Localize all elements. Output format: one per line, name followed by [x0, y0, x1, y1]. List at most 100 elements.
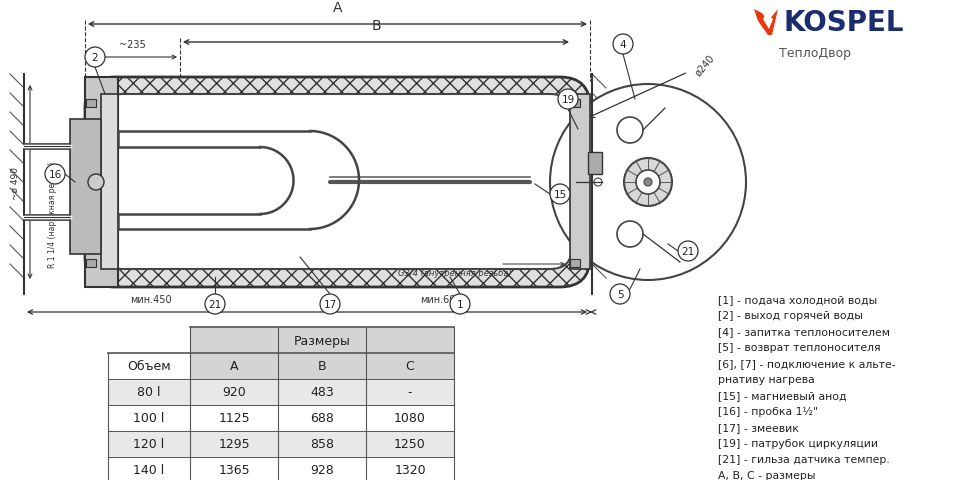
Bar — [190, 379, 278, 405]
Text: 920: 920 — [222, 386, 246, 399]
Text: -: - — [408, 386, 412, 399]
Bar — [86, 100, 96, 108]
Text: 1: 1 — [456, 300, 463, 309]
Text: 1080: 1080 — [394, 412, 426, 425]
Text: ~235: ~235 — [119, 40, 146, 50]
Circle shape — [678, 241, 698, 262]
Text: [16] - пробка 1½": [16] - пробка 1½" — [718, 406, 818, 416]
Text: Размеры: Размеры — [293, 334, 350, 347]
Text: ТеплоДвор: ТеплоДвор — [779, 48, 851, 60]
Text: A: A — [230, 360, 238, 373]
Circle shape — [636, 171, 660, 194]
Circle shape — [550, 185, 570, 204]
Circle shape — [610, 285, 630, 304]
Bar — [108, 327, 190, 353]
Text: мин.450: мин.450 — [130, 294, 172, 304]
Bar — [570, 95, 590, 269]
Bar — [190, 431, 278, 457]
Circle shape — [644, 179, 652, 187]
Text: 21: 21 — [682, 247, 694, 256]
Text: А: А — [333, 1, 342, 15]
Bar — [278, 457, 366, 480]
Text: 15: 15 — [553, 190, 567, 200]
Text: [19] - патрубок циркуляции: [19] - патрубок циркуляции — [718, 438, 878, 448]
Circle shape — [320, 294, 340, 314]
Circle shape — [85, 48, 105, 68]
Text: ~ø 490: ~ø 490 — [11, 166, 19, 199]
Bar — [278, 431, 366, 457]
Circle shape — [613, 35, 633, 55]
Text: [15] - магниевый анод: [15] - магниевый анод — [718, 390, 847, 400]
Text: А, В, С - размеры: А, В, С - размеры — [718, 470, 815, 480]
Text: 688: 688 — [310, 412, 334, 425]
Bar — [278, 405, 366, 431]
Circle shape — [558, 90, 578, 110]
Polygon shape — [754, 10, 778, 36]
Text: B: B — [317, 360, 326, 373]
Bar — [366, 353, 454, 379]
Text: [1] - подача холодной воды: [1] - подача холодной воды — [718, 294, 877, 304]
Bar — [108, 353, 190, 379]
Bar — [101, 95, 118, 269]
Text: 5: 5 — [617, 289, 623, 300]
Bar — [190, 327, 454, 353]
Text: 1125: 1125 — [219, 412, 249, 425]
Bar — [190, 353, 278, 379]
Text: 16: 16 — [48, 169, 61, 180]
Text: ø240: ø240 — [693, 53, 716, 78]
Bar — [366, 405, 454, 431]
Text: [21] - гильза датчика темпер.: [21] - гильза датчика темпер. — [718, 454, 890, 464]
Bar — [570, 100, 580, 108]
Bar — [366, 431, 454, 457]
Bar — [108, 405, 190, 431]
Text: C: C — [406, 360, 414, 373]
FancyBboxPatch shape — [101, 95, 572, 269]
Bar — [108, 431, 190, 457]
Text: 2: 2 — [92, 53, 99, 63]
Text: 483: 483 — [310, 386, 334, 399]
Text: KOSPEL: KOSPEL — [784, 9, 904, 37]
Text: В: В — [371, 19, 381, 33]
Text: 17: 17 — [323, 300, 337, 309]
Text: [2] - выход горячей воды: [2] - выход горячей воды — [718, 311, 863, 320]
Text: 19: 19 — [561, 95, 574, 105]
Text: 1250: 1250 — [394, 438, 426, 451]
Text: [6], [7] - подключение к альте-: [6], [7] - подключение к альте- — [718, 358, 896, 368]
Text: 80 l: 80 l — [137, 386, 161, 399]
Polygon shape — [763, 14, 773, 30]
Text: мин.600: мин.600 — [420, 294, 461, 304]
Text: 928: 928 — [310, 464, 334, 477]
Circle shape — [617, 222, 643, 248]
Bar — [85, 78, 118, 288]
Text: [4] - запитка теплоносителем: [4] - запитка теплоносителем — [718, 326, 890, 336]
Text: ~40: ~40 — [91, 244, 111, 254]
Text: 140 l: 140 l — [133, 464, 165, 477]
Bar — [278, 379, 366, 405]
Bar — [108, 379, 190, 405]
Bar — [570, 260, 580, 267]
Text: 120 l: 120 l — [133, 438, 165, 451]
Text: [5] - возврат теплоносителя: [5] - возврат теплоносителя — [718, 342, 880, 352]
Bar — [190, 405, 278, 431]
Bar — [108, 457, 190, 480]
Circle shape — [617, 118, 643, 144]
Circle shape — [450, 294, 470, 314]
Text: [17] - змеевик: [17] - змеевик — [718, 422, 799, 432]
Text: 1320: 1320 — [394, 464, 426, 477]
Circle shape — [594, 179, 602, 187]
Bar — [278, 353, 366, 379]
Circle shape — [205, 294, 225, 314]
Bar — [366, 379, 454, 405]
Circle shape — [88, 175, 104, 191]
FancyBboxPatch shape — [85, 78, 590, 288]
Text: R 1 1/4 (наружная резьба): R 1 1/4 (наружная резьба) — [48, 162, 57, 267]
Bar — [366, 457, 454, 480]
Text: G3/4 (внутренняя резьба): G3/4 (внутренняя резьба) — [398, 268, 512, 277]
Text: 858: 858 — [310, 438, 334, 451]
Text: рнативу нагрева: рнативу нагрева — [718, 374, 815, 384]
Text: 1295: 1295 — [219, 438, 249, 451]
Text: 1365: 1365 — [219, 464, 249, 477]
Bar — [86, 260, 96, 267]
Circle shape — [45, 165, 65, 185]
Bar — [190, 457, 278, 480]
